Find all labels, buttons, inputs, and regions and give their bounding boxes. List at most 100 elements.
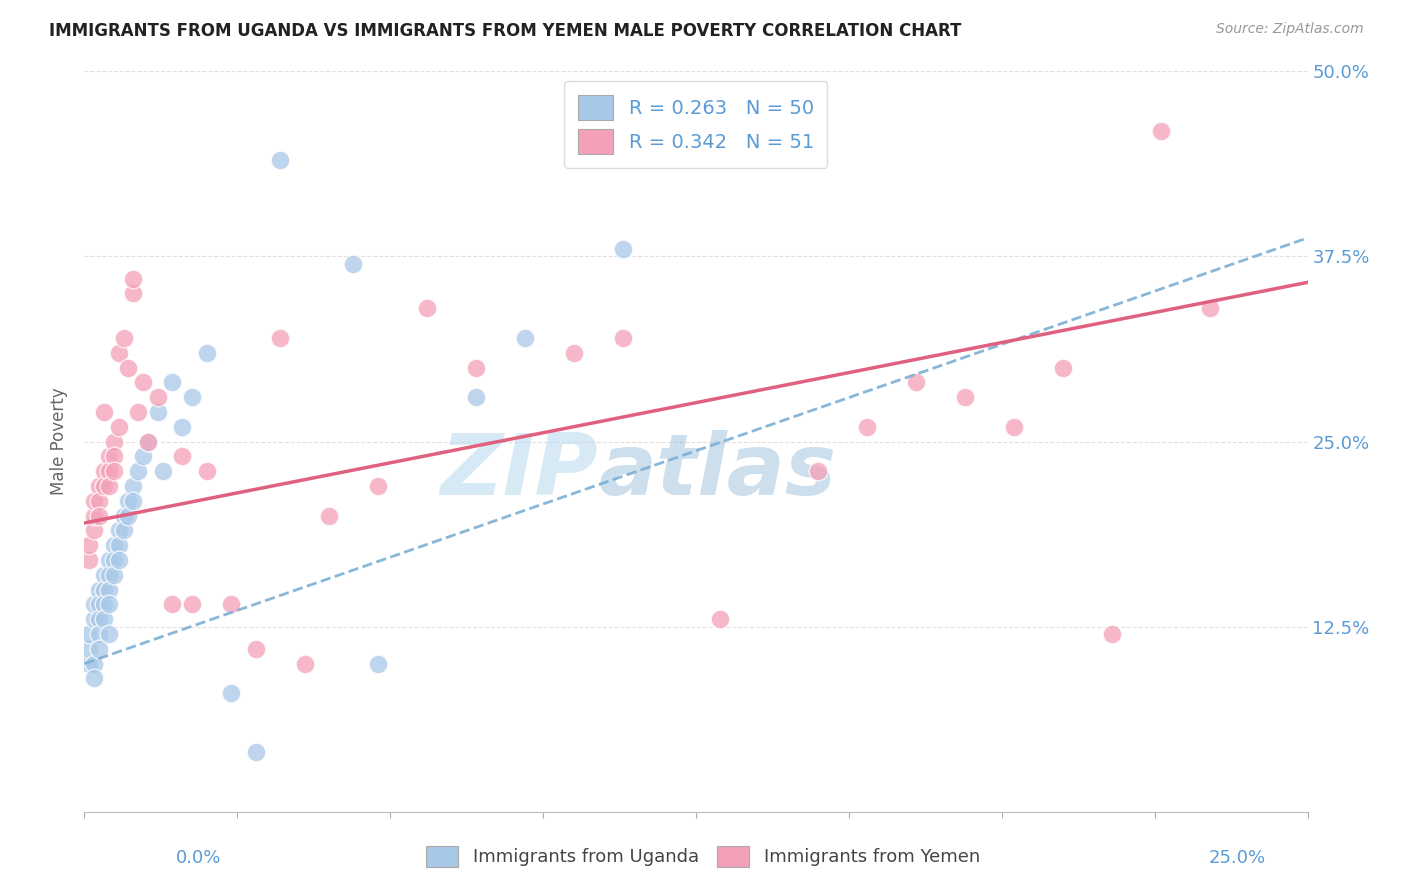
Point: [112, 524, 135, 538]
Point: [367, 657, 389, 671]
Point: [112, 508, 135, 523]
Text: 0.0%: 0.0%: [176, 849, 221, 867]
Point: [87, 598, 110, 612]
Point: [136, 434, 159, 449]
Text: Source: ZipAtlas.com: Source: ZipAtlas.com: [1216, 22, 1364, 37]
Point: [97, 567, 120, 582]
Point: [367, 479, 389, 493]
Point: [77, 553, 100, 567]
Point: [1002, 419, 1025, 434]
Point: [181, 598, 204, 612]
Point: [97, 598, 120, 612]
Point: [103, 464, 125, 478]
Point: [172, 450, 194, 464]
Point: [562, 345, 585, 359]
Point: [146, 390, 169, 404]
Point: [269, 331, 291, 345]
Text: ZIP: ZIP: [440, 430, 598, 513]
Point: [107, 538, 129, 552]
Point: [83, 508, 105, 523]
Point: [87, 508, 110, 523]
Point: [93, 567, 115, 582]
Point: [77, 657, 100, 671]
Point: [103, 538, 125, 552]
Point: [245, 746, 267, 760]
Point: [709, 612, 731, 626]
Point: [905, 376, 928, 390]
Point: [127, 464, 149, 478]
Point: [318, 508, 340, 523]
Point: [172, 419, 194, 434]
Point: [97, 479, 120, 493]
Point: [117, 508, 139, 523]
Point: [112, 331, 135, 345]
Point: [612, 331, 634, 345]
Point: [97, 450, 120, 464]
Point: [87, 627, 110, 641]
Point: [219, 598, 242, 612]
Point: [117, 493, 139, 508]
Point: [103, 567, 125, 582]
Point: [97, 627, 120, 641]
Point: [93, 405, 115, 419]
Point: [1150, 123, 1173, 137]
Point: [269, 153, 291, 168]
Point: [181, 390, 204, 404]
Point: [132, 376, 155, 390]
Point: [87, 582, 110, 597]
Text: IMMIGRANTS FROM UGANDA VS IMMIGRANTS FROM YEMEN MALE POVERTY CORRELATION CHART: IMMIGRANTS FROM UGANDA VS IMMIGRANTS FRO…: [49, 22, 962, 40]
Point: [195, 464, 218, 478]
Point: [1101, 627, 1123, 641]
Point: [1198, 301, 1220, 316]
Point: [107, 553, 129, 567]
Point: [856, 419, 879, 434]
Point: [97, 464, 120, 478]
Point: [93, 464, 115, 478]
Point: [87, 612, 110, 626]
Point: [83, 493, 105, 508]
Point: [87, 493, 110, 508]
Point: [127, 405, 149, 419]
Point: [107, 345, 129, 359]
Point: [136, 434, 159, 449]
Point: [122, 286, 145, 301]
Point: [103, 553, 125, 567]
Point: [107, 524, 129, 538]
Point: [93, 479, 115, 493]
Point: [93, 598, 115, 612]
Point: [219, 686, 242, 700]
Y-axis label: Male Poverty: Male Poverty: [51, 388, 69, 495]
Point: [513, 331, 536, 345]
Point: [122, 479, 145, 493]
Point: [77, 641, 100, 656]
Legend: R = 0.263   N = 50, R = 0.342   N = 51: R = 0.263 N = 50, R = 0.342 N = 51: [564, 81, 828, 168]
Point: [83, 657, 105, 671]
Point: [93, 582, 115, 597]
Point: [77, 627, 100, 641]
Point: [103, 434, 125, 449]
Point: [245, 641, 267, 656]
Point: [162, 376, 184, 390]
Point: [83, 612, 105, 626]
Point: [87, 641, 110, 656]
Point: [117, 360, 139, 375]
Point: [97, 553, 120, 567]
Point: [83, 672, 105, 686]
Point: [464, 390, 486, 404]
Point: [195, 345, 218, 359]
Point: [807, 464, 830, 478]
Point: [93, 612, 115, 626]
Point: [162, 598, 184, 612]
Point: [464, 360, 486, 375]
Point: [1052, 360, 1074, 375]
Point: [953, 390, 976, 404]
Point: [122, 493, 145, 508]
Point: [416, 301, 439, 316]
Point: [152, 464, 174, 478]
Point: [294, 657, 316, 671]
Text: 25.0%: 25.0%: [1208, 849, 1265, 867]
Text: atlas: atlas: [598, 430, 837, 513]
Point: [83, 524, 105, 538]
Legend: Immigrants from Uganda, Immigrants from Yemen: Immigrants from Uganda, Immigrants from …: [419, 838, 987, 874]
Point: [107, 419, 129, 434]
